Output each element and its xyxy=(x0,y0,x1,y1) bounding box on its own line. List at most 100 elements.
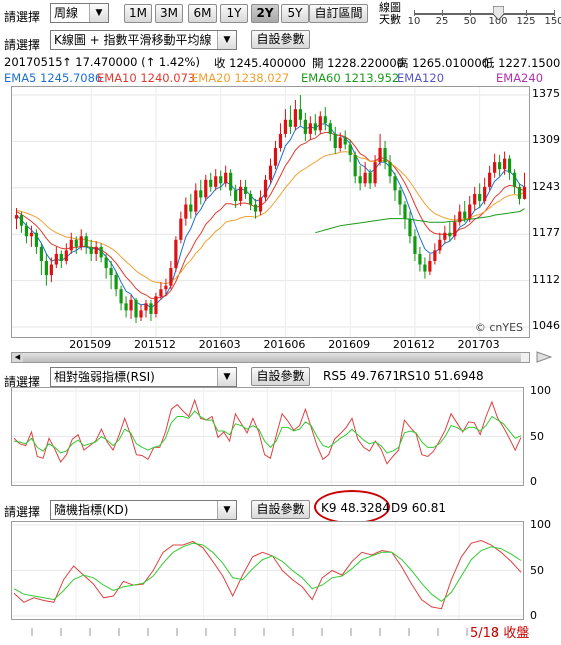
candlestick xyxy=(383,140,387,170)
range-button-5y[interactable]: 5Y xyxy=(281,4,309,23)
ema-legend-item: EMA20 1238.027 xyxy=(191,71,290,85)
series-line-ema20 xyxy=(16,151,525,285)
days-slider-track[interactable] xyxy=(414,13,554,15)
y-tick-label: 1309.4 xyxy=(532,133,561,147)
candlestick xyxy=(179,211,183,244)
custom-range-button[interactable]: 自訂區間 xyxy=(309,4,368,23)
rsi-select-label: 請選擇 xyxy=(4,375,41,389)
candlestick xyxy=(243,179,248,199)
main-settings-button[interactable]: 自設參數 xyxy=(251,30,310,49)
candlestick xyxy=(502,151,507,175)
candlestick-panel: © cnYES xyxy=(11,86,530,338)
rsi-settings-button[interactable]: 自設參數 xyxy=(251,367,310,386)
kd-chart xyxy=(12,522,523,619)
x-tick-label: 201512 xyxy=(133,338,176,351)
candlestick xyxy=(443,225,447,244)
candlestick xyxy=(164,278,168,297)
candlestick xyxy=(109,260,113,290)
candlestick xyxy=(169,260,173,290)
candlestick xyxy=(214,169,218,191)
kd-indicator-select[interactable]: 隨機指標(KD) ▼ xyxy=(50,500,237,520)
candlestick xyxy=(428,253,432,276)
candlestick xyxy=(413,229,417,261)
quote-close: 收 1245.400000 xyxy=(214,56,306,70)
candlestick xyxy=(478,183,482,209)
chart-scrollbar[interactable]: ◀ xyxy=(11,352,530,363)
candlestick xyxy=(124,296,128,318)
y-tick-label: 0 xyxy=(530,475,537,488)
bottom-ruler xyxy=(0,628,526,642)
rsi-chart xyxy=(12,388,523,485)
candlestick xyxy=(308,116,312,140)
candlestick xyxy=(333,126,337,154)
scrollbar-thumb[interactable] xyxy=(23,353,521,362)
range-button-1m[interactable]: 1M xyxy=(124,4,152,23)
kd-indicator-value: 隨機指標(KD) xyxy=(54,503,129,517)
candlestick xyxy=(89,239,93,261)
candlestick xyxy=(423,257,427,279)
slider-tick-label: 100 xyxy=(488,16,508,27)
candlestick xyxy=(318,111,322,134)
candlestick xyxy=(338,132,342,152)
quote-date: 20170515 xyxy=(4,55,63,69)
candlestick xyxy=(253,198,258,219)
candlestick xyxy=(278,123,283,152)
kd-panel xyxy=(11,521,524,620)
candlestick xyxy=(149,299,153,321)
range-button-3m[interactable]: 3M xyxy=(155,4,183,23)
period-select[interactable]: 周線 ▼ xyxy=(50,3,109,23)
chart-select-label: 請選擇 xyxy=(4,38,41,52)
y-tick-label: 1243.7 xyxy=(532,179,561,193)
candlestick xyxy=(358,165,362,191)
y-tick-label: 1375.1 xyxy=(532,87,561,100)
candlestick xyxy=(298,95,302,126)
slider-tick-mark xyxy=(470,10,471,16)
slider-tick-label: 150 xyxy=(544,16,561,27)
scroll-right-icon[interactable] xyxy=(536,351,553,363)
chart-type-select[interactable]: K線圖 + 指數平滑移動平均線 ▼ xyxy=(50,30,237,50)
days-slider-thumb[interactable] xyxy=(492,5,505,21)
range-button-1y[interactable]: 1Y xyxy=(220,4,248,23)
series-line-ema10 xyxy=(16,132,525,299)
rsi-indicator-select[interactable]: 相對強弱指標(RSI) ▼ xyxy=(50,367,237,387)
candlestick xyxy=(512,169,517,194)
candlestick xyxy=(403,200,407,230)
candlestick xyxy=(363,162,367,187)
candlestick xyxy=(134,297,138,324)
series-line-ema5 xyxy=(16,123,525,309)
ema-legend-item: EMA10 1240.073 xyxy=(97,71,196,85)
rsi-value-2: RS10 51.6948 xyxy=(399,369,484,383)
slider-label: 線圖 天數 xyxy=(379,2,401,26)
candlestick xyxy=(448,222,452,242)
ema-legend-item: EMA60 1213.952 xyxy=(301,71,400,85)
candlestick xyxy=(463,200,467,223)
candlestick xyxy=(328,119,332,141)
x-tick-label: 201603 xyxy=(198,338,241,351)
kd-d-value: D9 60.81 xyxy=(391,501,447,515)
candlestick xyxy=(483,177,487,205)
candlestick xyxy=(313,114,317,136)
candlestick xyxy=(393,172,397,201)
scroll-left-icon[interactable]: ◀ xyxy=(12,353,23,362)
candlestick xyxy=(517,183,522,205)
series-line-d9 xyxy=(13,542,522,603)
slider-tick-label: 125 xyxy=(516,16,536,27)
y-tick-label: 0 xyxy=(530,609,537,622)
slider-tick-mark xyxy=(526,10,527,16)
candlestick xyxy=(263,174,268,201)
candlestick xyxy=(498,155,502,177)
candlestick xyxy=(199,179,203,205)
candlestick xyxy=(273,140,278,170)
range-button-6m[interactable]: 6M xyxy=(188,4,217,23)
kd-settings-button[interactable]: 自設參數 xyxy=(251,500,310,519)
period-select-value: 周線 xyxy=(54,6,79,20)
range-button-2y[interactable]: 2Y xyxy=(251,4,279,23)
x-tick-label: 201703 xyxy=(457,338,500,351)
slider-tick-label: 50 xyxy=(463,16,477,27)
kd-select-label: 請選擇 xyxy=(4,505,41,519)
candlestick xyxy=(24,222,29,244)
y-tick-label: 100 xyxy=(530,384,551,397)
series-line-ema60 xyxy=(315,208,525,234)
candlestick xyxy=(209,172,213,192)
candlestick xyxy=(293,100,298,131)
